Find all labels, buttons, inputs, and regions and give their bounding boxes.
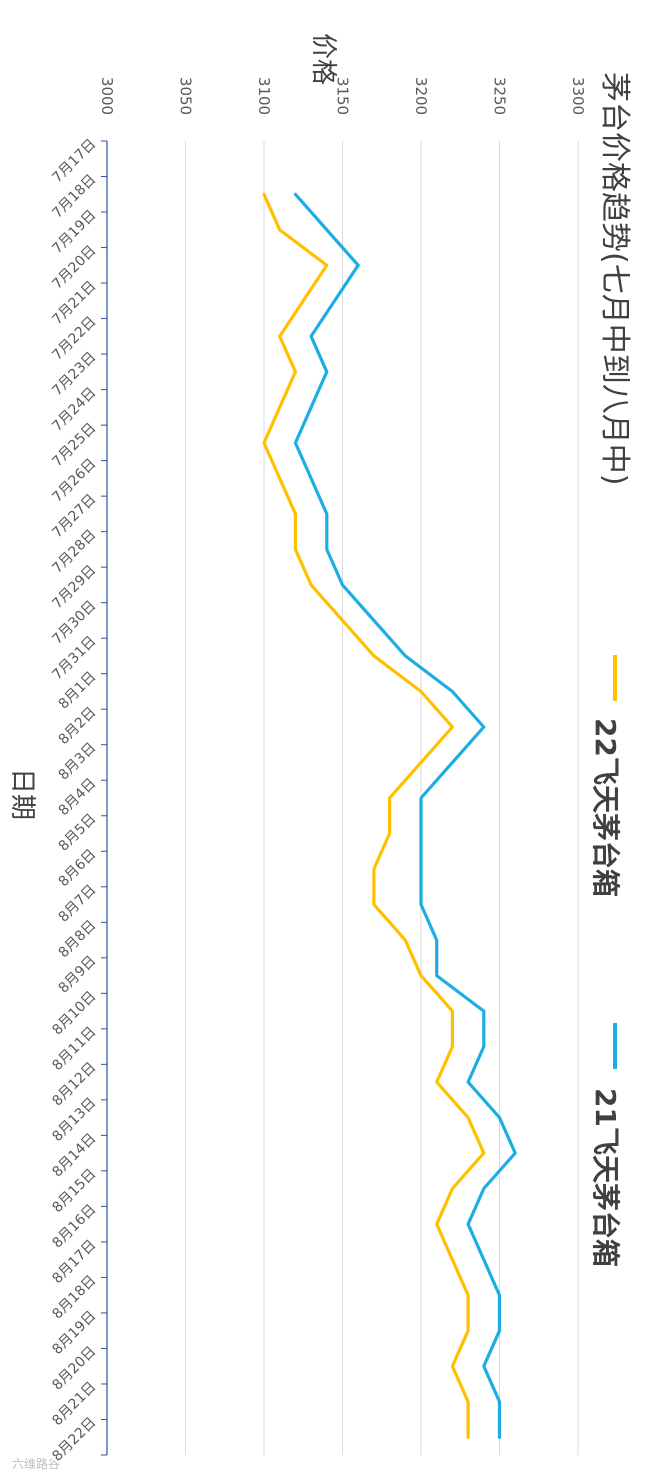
value-tick-label: 3000 xyxy=(98,77,116,115)
value-tick-label: 3300 xyxy=(569,77,587,115)
y-axis-label-text: 价格 xyxy=(308,33,338,85)
value-tick-label: 3250 xyxy=(491,77,509,115)
value-tick-label: 3100 xyxy=(255,77,273,115)
value-tick-label: 3200 xyxy=(412,77,430,115)
value-tick: 3250 xyxy=(491,77,509,115)
value-tick: 3050 xyxy=(177,77,195,115)
chart-title-text: 茅台价格趋势(七月中到八月中) xyxy=(597,72,632,485)
series-line-0 xyxy=(262,192,486,1439)
value-tick-labels: 3000 3050 3100 3150 3200 3250 3300 xyxy=(98,77,587,115)
category-axis xyxy=(101,140,108,1456)
legend-swatch-21 xyxy=(613,1023,617,1069)
value-tick-label: 3150 xyxy=(334,77,352,115)
legend-label-21: 21飞天茅台箱 xyxy=(589,1088,622,1267)
watermark: 六维路谷 xyxy=(12,1456,60,1471)
series-lines xyxy=(262,192,517,1439)
x-axis-label-text: 日期 xyxy=(7,768,37,820)
value-tick-label: 3050 xyxy=(177,77,195,115)
value-tick: 3100 xyxy=(255,77,273,115)
gridlines xyxy=(185,141,579,1455)
legend: 22飞天茅台箱 21飞天茅台箱 xyxy=(589,655,622,1267)
value-tick: 3150 xyxy=(334,77,352,115)
legend-item-21: 21飞天茅台箱 xyxy=(589,1023,622,1267)
chart-title: 茅台价格趋势(七月中到八月中) xyxy=(597,72,632,485)
value-tick: 3300 xyxy=(569,77,587,115)
value-tick: 3000 xyxy=(98,77,116,115)
y-axis-label: 价格 xyxy=(308,33,338,85)
legend-swatch-22 xyxy=(613,655,617,701)
watermark-text: 六维路谷 xyxy=(12,1456,60,1471)
x-axis-label: 日期 xyxy=(7,768,37,820)
legend-item-22: 22飞天茅台箱 xyxy=(589,655,622,897)
value-tick: 3200 xyxy=(412,77,430,115)
legend-label-22: 22飞天茅台箱 xyxy=(589,718,622,897)
series-line-1 xyxy=(293,192,517,1439)
